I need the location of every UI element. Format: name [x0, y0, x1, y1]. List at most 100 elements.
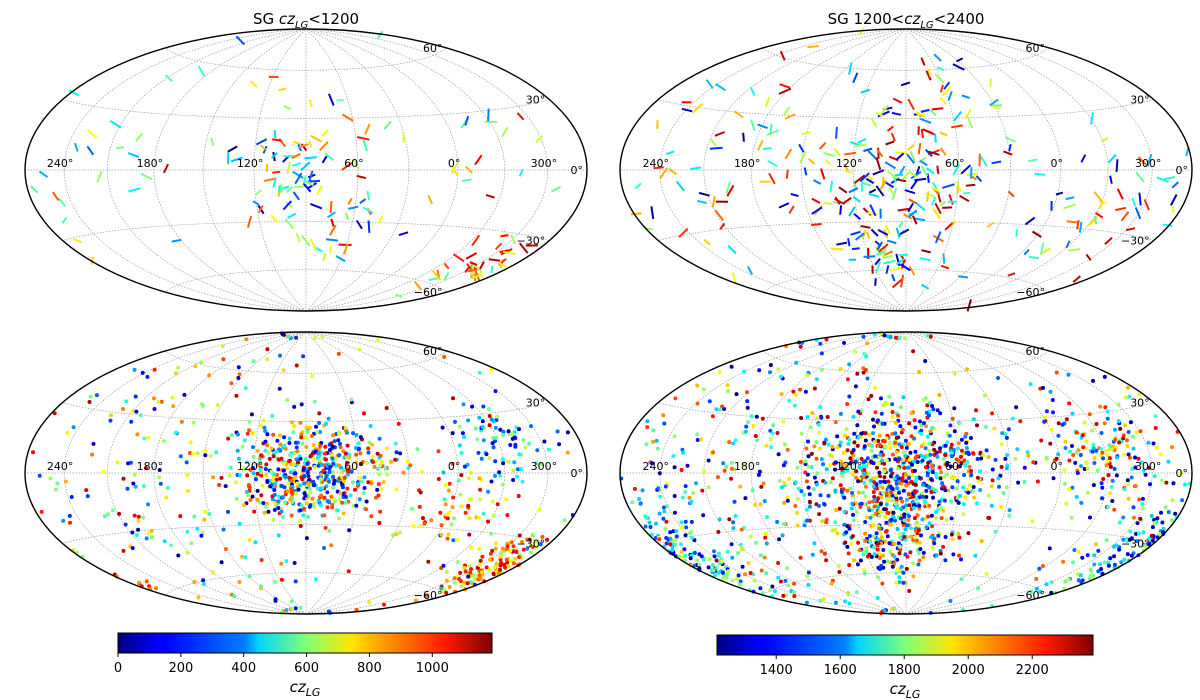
data-point: [293, 579, 298, 584]
data-segment: [898, 221, 904, 229]
data-point: [301, 466, 306, 471]
data-segment: [210, 137, 215, 147]
data-point: [654, 438, 659, 443]
data-point: [764, 443, 769, 448]
data-point: [651, 439, 655, 444]
data-point: [534, 545, 539, 550]
data-point: [845, 402, 850, 406]
data-point: [345, 460, 349, 465]
data-point: [191, 420, 196, 425]
data-point: [1078, 573, 1083, 578]
data-point: [901, 488, 906, 493]
data-segment: [1104, 236, 1113, 245]
data-point: [1074, 430, 1079, 435]
data-point: [265, 432, 270, 437]
data-point: [905, 554, 910, 559]
data-point: [768, 587, 773, 592]
data-point: [48, 476, 53, 481]
data-segment: [301, 235, 311, 247]
data-segment: [1109, 175, 1113, 184]
data-segment: [86, 145, 95, 156]
data-point: [1004, 485, 1009, 490]
data-point: [451, 495, 456, 500]
data-segment: [165, 74, 173, 83]
data-point: [917, 506, 922, 511]
data-point: [1112, 507, 1117, 512]
data-segment: [698, 191, 710, 197]
data-point: [282, 461, 286, 466]
data-point: [643, 524, 648, 529]
data-point: [344, 454, 349, 459]
data-point: [1126, 496, 1131, 501]
data-point: [1140, 496, 1145, 501]
data-point: [673, 396, 678, 401]
data-point: [864, 546, 869, 551]
data-point: [500, 457, 505, 462]
data-point: [885, 534, 890, 539]
data-point: [94, 393, 99, 398]
data-point: [882, 475, 887, 480]
data-segment: [853, 212, 862, 221]
data-point: [1113, 437, 1118, 442]
data-point: [1089, 575, 1094, 580]
data-point: [906, 518, 911, 523]
data-point: [816, 422, 821, 427]
data-point: [943, 535, 948, 539]
data-point: [679, 549, 684, 554]
data-point: [237, 580, 242, 584]
data-point: [674, 529, 679, 534]
data-point: [914, 475, 919, 480]
data-point: [140, 370, 145, 375]
data-point: [857, 465, 862, 470]
data-segment: [709, 137, 717, 147]
data-point: [844, 427, 849, 432]
data-segment: [890, 132, 896, 142]
data-point: [162, 539, 167, 544]
data-segment: [1163, 176, 1176, 181]
data-point: [1063, 439, 1068, 444]
data-point: [503, 565, 508, 570]
data-point: [942, 456, 946, 461]
data-segment: [989, 104, 1001, 110]
data-point: [221, 527, 226, 532]
data-point: [146, 531, 151, 536]
data-point: [952, 475, 957, 480]
data-point: [442, 354, 447, 359]
data-point: [876, 496, 881, 501]
data-point: [762, 499, 767, 504]
data-segment: [68, 89, 80, 97]
data-point: [745, 405, 750, 410]
data-point: [683, 490, 688, 494]
data-point: [965, 460, 970, 464]
lon-tick-label: 240°: [47, 157, 74, 170]
data-point: [247, 538, 252, 542]
data-point: [807, 504, 812, 509]
data-point: [1056, 452, 1061, 457]
data-point: [724, 575, 729, 580]
data-segment: [1072, 275, 1081, 283]
data-point: [133, 394, 138, 399]
data-segment: [329, 224, 337, 236]
data-point: [293, 440, 298, 445]
lon-tick-label: 120°: [237, 460, 264, 473]
data-segment: [318, 141, 329, 151]
data-point: [683, 484, 688, 489]
data-point: [714, 565, 719, 570]
data-point: [913, 425, 918, 430]
data-point: [934, 515, 939, 520]
data-point: [919, 431, 924, 436]
data-point: [657, 511, 662, 516]
data-point: [384, 406, 389, 410]
data-point: [891, 510, 896, 515]
data-segment: [934, 73, 945, 84]
data-point: [415, 447, 420, 452]
data-point: [952, 371, 957, 376]
data-point: [884, 520, 889, 525]
data-segment: [848, 62, 853, 75]
data-point: [930, 404, 935, 408]
data-point: [865, 456, 870, 461]
data-segment: [886, 125, 895, 132]
data-point: [930, 524, 935, 529]
data-point: [1085, 553, 1090, 558]
data-point: [331, 474, 336, 479]
